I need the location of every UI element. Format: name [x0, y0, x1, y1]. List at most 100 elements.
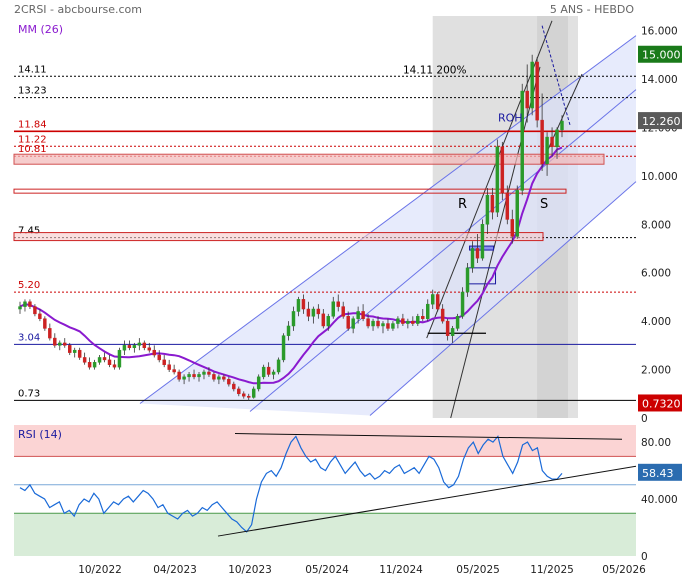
candle-body [460, 291, 465, 317]
candle-body [23, 301, 27, 307]
candle-body [545, 136, 549, 164]
candle-body [485, 194, 490, 225]
candle-body [276, 359, 281, 373]
chart-period-label: 5 ANS - HEBDO [549, 3, 634, 16]
candle-body [381, 323, 385, 327]
candle-body [535, 61, 539, 121]
candle-body [117, 349, 122, 368]
candle-body [247, 395, 251, 398]
candle-body [560, 120, 564, 131]
candle-body [58, 342, 62, 346]
last-price-badge: 12.260 [642, 115, 681, 128]
candle-body [426, 303, 430, 319]
rsi-overbought-zone [14, 425, 636, 457]
candle-body [555, 129, 559, 148]
candle-body [112, 364, 117, 368]
rsi-y-tick-0: 0 [641, 551, 648, 563]
rsi-oversold-zone [14, 513, 636, 556]
candle-body [172, 369, 176, 373]
level-label-6: 5.20 [18, 280, 40, 291]
x-tick-2: 10/2023 [228, 564, 272, 576]
candle-body [306, 308, 311, 317]
candle-body [182, 376, 186, 380]
wedge-dashed-line [541, 25, 571, 126]
candle-body [311, 308, 316, 317]
candle-body [520, 90, 524, 191]
candle-body [475, 248, 480, 259]
trend-channel-upper [139, 35, 637, 404]
candle-body [515, 190, 519, 237]
x-tick-7: 05/2026 [602, 564, 646, 576]
x-tick-4: 11/2024 [379, 564, 423, 576]
candle-body [316, 308, 321, 315]
candle-body [421, 316, 425, 319]
rsi-resistance-trendline [234, 433, 623, 440]
candle-body [371, 320, 375, 327]
candle-body [147, 347, 152, 351]
x-tick-1: 04/2023 [153, 564, 197, 576]
candle-body [33, 306, 37, 315]
level-label-3: 11.22 [18, 134, 47, 145]
candle-body [450, 328, 455, 336]
annotation-s: S [540, 197, 548, 212]
level-label-7: 3.04 [18, 332, 40, 343]
candle-body [530, 61, 534, 109]
candle-body [435, 294, 440, 310]
candle-body [351, 318, 355, 329]
candle-body [430, 294, 435, 305]
candle-body [72, 349, 77, 353]
candle-body [401, 318, 405, 324]
candle-body [525, 90, 529, 109]
candle-body [28, 301, 32, 307]
rsi-title: RSI (14) [18, 428, 62, 441]
candle-body [222, 376, 226, 380]
candle-body [361, 311, 365, 319]
candle-body [321, 313, 326, 327]
candle-body [142, 342, 147, 349]
candle-body [346, 316, 350, 329]
candle-body [197, 374, 201, 378]
candle-body [122, 345, 127, 351]
candle-body [455, 316, 460, 329]
target-price-badge: 15.000 [642, 49, 681, 62]
candle-body [465, 267, 470, 293]
last-price-badge-bg [638, 112, 682, 130]
x-tick-3: 05/2024 [305, 564, 349, 576]
candle-body [495, 146, 500, 213]
candle-body [540, 119, 544, 164]
candle-body [251, 388, 256, 398]
low-price-badge-bg [638, 394, 682, 412]
trend-channel-lower [369, 181, 637, 416]
candle-body [480, 224, 485, 259]
low-price-badge: 0.7320 [642, 397, 681, 410]
candle-body [202, 371, 206, 375]
level-label-2: 11.84 [18, 119, 47, 130]
candle-body [490, 194, 495, 213]
rsi-last-value: 58.43 [642, 467, 674, 480]
candle-body [470, 248, 475, 269]
price-y-tick-4: 8.000 [641, 219, 671, 231]
candle-body [550, 136, 554, 148]
price-y-tick-2: 4.000 [641, 316, 671, 328]
candle-body [271, 371, 276, 375]
candle-body [167, 364, 171, 370]
rsi-support-trendline [217, 465, 637, 537]
candle-body [296, 299, 301, 312]
x-tick-0: 10/2022 [78, 564, 122, 576]
candle-body [281, 335, 286, 361]
candle-body [63, 342, 67, 346]
candle-body [102, 357, 107, 361]
annotation-r: R [458, 197, 467, 212]
candle-body [242, 393, 246, 397]
candle-body [92, 362, 97, 368]
price-y-tick-7: 14.000 [641, 74, 678, 86]
price-y-tick-5: 10.000 [641, 171, 678, 183]
candle-body [416, 316, 420, 324]
candle-body [336, 301, 340, 307]
candle-body [232, 383, 236, 390]
candle-body [53, 337, 57, 346]
candle-body [326, 316, 331, 327]
x-tick-6: 11/2025 [530, 564, 574, 576]
rsi-y-tick-1: 40.000 [641, 494, 678, 506]
